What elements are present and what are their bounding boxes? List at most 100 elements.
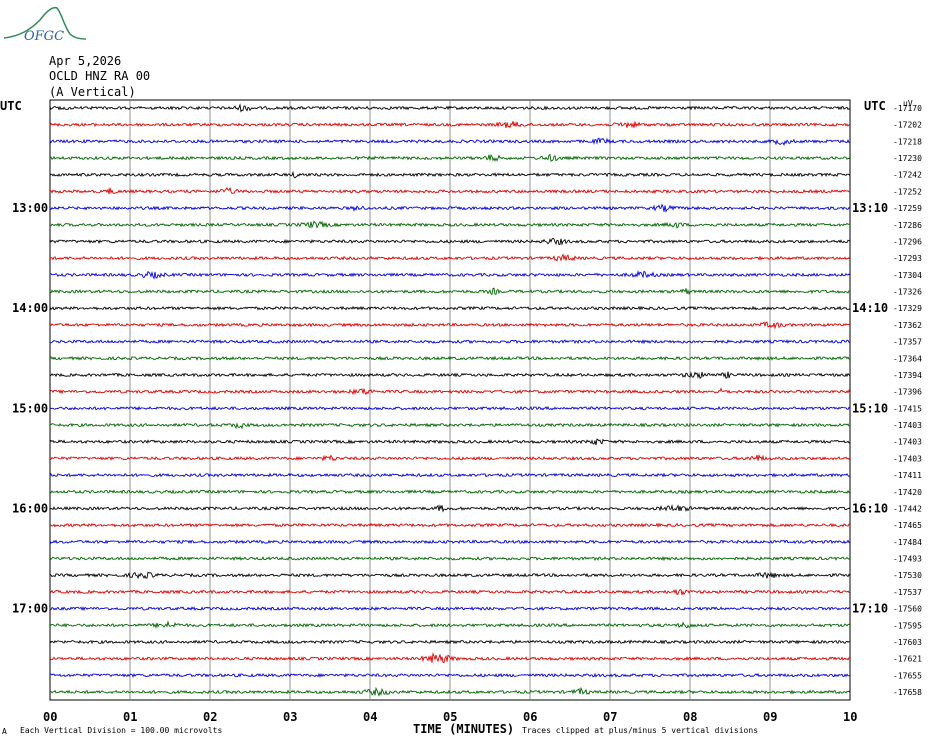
row-value-label: -17296	[893, 237, 922, 246]
seismic-trace	[49, 405, 851, 411]
row-value-label: -17493	[893, 555, 922, 564]
row-value-label: -17362	[893, 321, 922, 330]
seismic-trace	[49, 253, 851, 262]
row-value-label: -17560	[893, 605, 922, 614]
header-station: OCLD HNZ RA 00	[49, 69, 150, 83]
seismic-trace	[49, 287, 851, 296]
row-value-label: -17655	[893, 671, 922, 680]
row-value-labels: -17170 -17202 -17218 -17230 -17242 -17252 -172…	[893, 104, 922, 697]
seismic-trace	[49, 504, 851, 513]
right-hour-label: 13:10	[852, 201, 888, 215]
row-value-label: -17202	[893, 121, 922, 130]
seismic-trace	[49, 539, 851, 545]
row-value-label: -17403	[893, 438, 922, 447]
x-tick-label: 08	[683, 710, 697, 724]
left-hour-label: 14:00	[12, 301, 48, 315]
seismic-trace	[49, 571, 851, 580]
seismic-trace	[49, 203, 851, 213]
seismic-trace	[49, 305, 851, 311]
right-hour-label: 14:10	[852, 301, 888, 315]
seismic-trace	[49, 153, 851, 162]
left-hour-label: 17:00	[12, 602, 48, 616]
row-value-label: -17259	[893, 204, 922, 213]
seismic-trace	[49, 672, 851, 678]
row-value-label: -17394	[893, 371, 922, 380]
row-value-label: -17537	[893, 588, 922, 597]
seismic-trace	[49, 103, 851, 113]
x-axis-title: TIME (MINUTES)	[413, 722, 514, 736]
x-tick-label: 07	[603, 710, 617, 724]
left-hour-labels: 13:00 14:00 15:00 16:00 17:00	[12, 201, 48, 615]
left-hour-label: 16:00	[12, 501, 48, 515]
header-date: Apr 5,2026	[49, 54, 121, 68]
row-value-label: -17465	[893, 521, 922, 530]
logo-mountain-icon	[3, 6, 87, 40]
seismic-trace	[49, 522, 851, 528]
left-hour-label: 13:00	[12, 201, 48, 215]
row-value-label: -17364	[893, 354, 922, 363]
row-value-label: -17218	[893, 137, 922, 146]
left-hour-label: 15:00	[12, 401, 48, 415]
seismic-trace	[49, 355, 851, 361]
x-tick-label: 02	[203, 710, 217, 724]
row-value-label: -17621	[893, 655, 922, 664]
footer-left: Each Vertical Division = 100.00 microvol…	[20, 726, 222, 735]
seismic-trace	[49, 220, 850, 229]
scale-icon: A	[2, 727, 7, 736]
row-value-label: -17252	[893, 187, 922, 196]
row-value-label: -17658	[893, 688, 922, 697]
seismic-trace	[49, 438, 851, 446]
left-utc-label: UTC	[0, 99, 22, 113]
seismic-trace	[49, 422, 851, 430]
row-value-label: -17170	[893, 104, 922, 113]
seismic-trace	[49, 472, 851, 478]
seismic-trace	[49, 686, 851, 697]
seismic-trace	[49, 588, 851, 596]
seismic-trace	[49, 269, 851, 280]
x-tick-label: 10	[843, 710, 857, 724]
row-value-label: -17293	[893, 254, 922, 263]
right-hour-label: 16:10	[852, 501, 888, 515]
seismic-trace	[49, 620, 851, 630]
ofgc-logo: OFGC	[3, 6, 87, 44]
row-value-label: -17484	[893, 538, 922, 547]
right-utc-label: UTC	[864, 99, 886, 113]
row-value-label: -17403	[893, 454, 922, 463]
row-value-label: -17595	[893, 621, 922, 630]
footer-right: Traces clipped at plus/minus 5 vertical …	[522, 726, 758, 735]
row-value-label: -17411	[893, 471, 922, 480]
row-value-label: -17304	[893, 271, 922, 280]
row-value-label: -17286	[893, 221, 922, 230]
row-value-label: -17415	[893, 404, 922, 413]
x-tick-label: 00	[43, 710, 57, 724]
seismic-trace	[49, 237, 851, 246]
seismic-trace	[49, 371, 851, 379]
logo-text: OFGC	[24, 29, 64, 44]
row-value-label: -17230	[893, 154, 922, 163]
seismic-trace	[49, 170, 851, 179]
right-hour-label: 15:10	[852, 401, 888, 415]
row-value-label: -17242	[893, 171, 922, 180]
seismic-trace	[49, 454, 851, 462]
row-value-label: -17329	[893, 304, 922, 313]
row-value-label: -17396	[893, 388, 922, 397]
seismic-trace	[49, 489, 851, 495]
seismic-trace	[49, 555, 851, 562]
seismic-trace	[49, 121, 851, 129]
x-tick-label: 04	[363, 710, 377, 724]
row-value-label: -17530	[893, 571, 922, 580]
seismic-trace	[49, 606, 851, 612]
x-tick-label: 01	[123, 710, 137, 724]
seismic-trace	[49, 652, 851, 664]
x-tick-label: 03	[283, 710, 297, 724]
right-units-label: uV	[903, 99, 913, 108]
x-tick-label: 06	[523, 710, 537, 724]
x-tick-label: 09	[763, 710, 777, 724]
row-value-label: -17326	[893, 288, 922, 297]
header-component: (A Vertical)	[49, 85, 136, 99]
x-tick-labels: 00 01 02 03 04 05 06 07 08 09 10	[43, 710, 857, 724]
row-value-label: -17403	[893, 421, 922, 430]
seismic-trace	[49, 387, 851, 396]
trace-group	[49, 103, 851, 697]
